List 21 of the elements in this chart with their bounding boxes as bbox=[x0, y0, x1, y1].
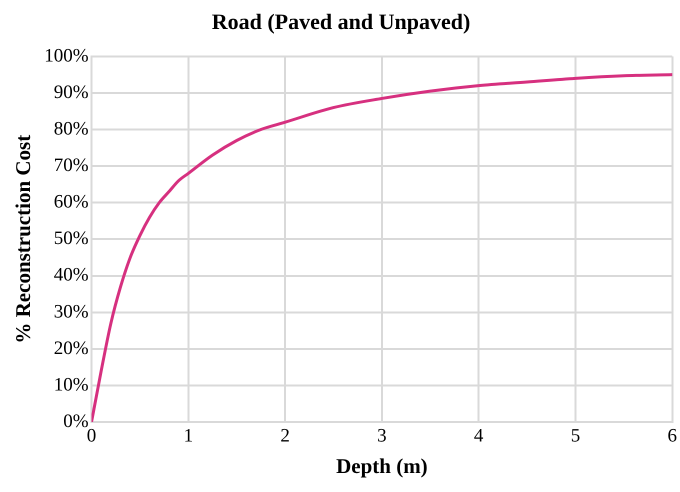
y-tick-label: 70% bbox=[54, 155, 89, 176]
y-tick-label: 30% bbox=[54, 301, 89, 322]
y-tick-label: 10% bbox=[54, 374, 89, 396]
y-tick-label: 0% bbox=[63, 410, 89, 432]
y-tick-label: 80% bbox=[54, 118, 89, 140]
x-tick-label: 3 bbox=[377, 425, 387, 446]
y-axis-title: % Reconstruction Cost bbox=[11, 134, 36, 344]
x-tick-label: 4 bbox=[474, 425, 484, 446]
x-tick-label: 2 bbox=[280, 425, 290, 446]
y-tick-label: 40% bbox=[54, 264, 89, 286]
x-tick-label: 5 bbox=[570, 425, 580, 446]
y-tick-label: 20% bbox=[54, 338, 89, 359]
x-tick-label: 0 bbox=[86, 425, 96, 446]
y-tick-label: 100% bbox=[44, 45, 89, 66]
x-tick-label: 1 bbox=[184, 425, 194, 446]
chart-title: Road (Paved and Unpaved) bbox=[212, 8, 470, 34]
y-tick-label: 50% bbox=[54, 228, 89, 250]
y-tick-label: 60% bbox=[54, 192, 89, 213]
x-tick-label: 6 bbox=[668, 425, 677, 446]
x-axis-title: Depth (m) bbox=[336, 454, 428, 478]
y-tick-label: 90% bbox=[54, 82, 89, 103]
